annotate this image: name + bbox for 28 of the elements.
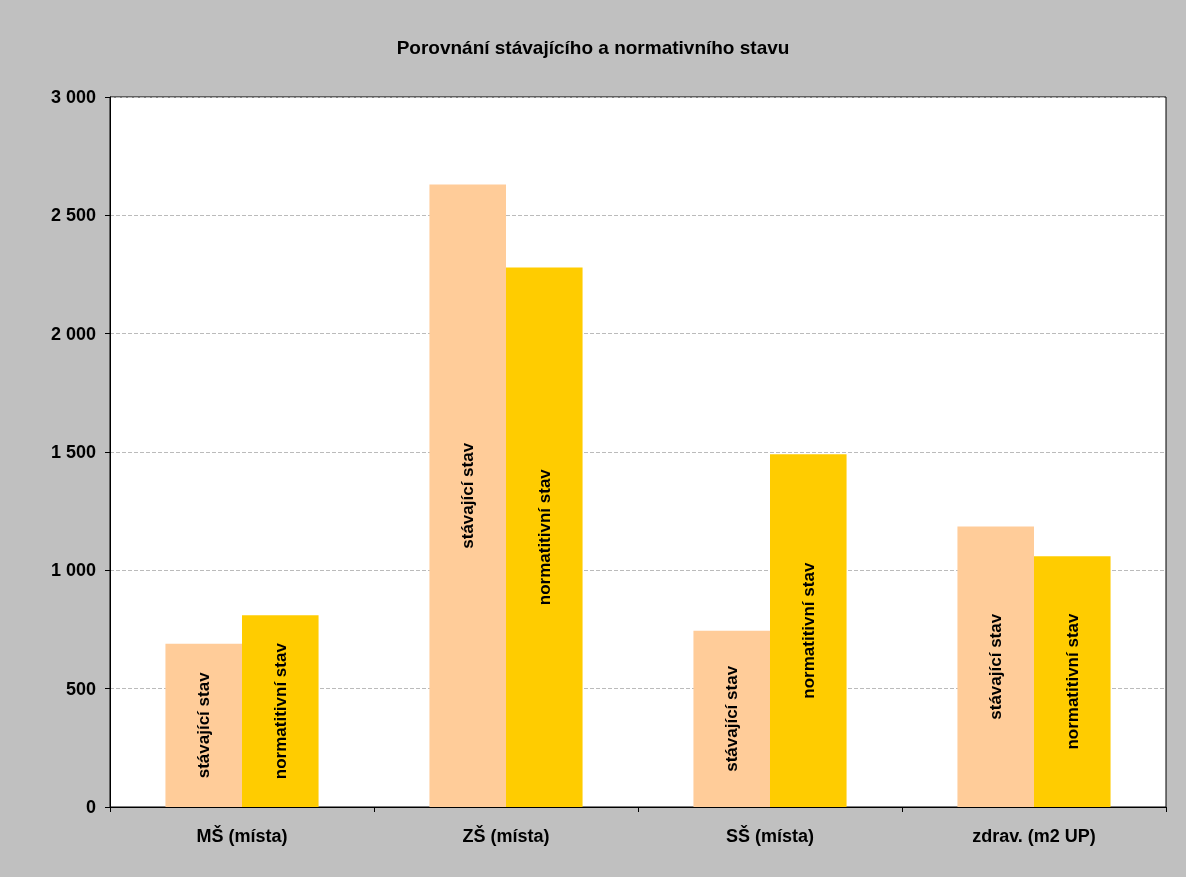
- series-label: stávající stav: [194, 671, 214, 779]
- y-tick-label: 2 000: [50, 323, 96, 344]
- bar: [693, 630, 770, 807]
- chart-title: Porovnání stávajícího a normativního stavu: [396, 37, 790, 58]
- bar: [242, 615, 319, 807]
- bar: [770, 454, 847, 807]
- y-tick-label: 1 000: [50, 560, 96, 581]
- bar: [1034, 556, 1111, 807]
- series-label: normatitivní stav: [270, 642, 290, 780]
- bar: [429, 184, 506, 807]
- text: normatitivní stav: [1062, 613, 1082, 750]
- y-tick-label: 3 000: [50, 87, 96, 107]
- bar: [165, 643, 242, 807]
- text: normatitivní stav: [798, 562, 818, 699]
- text: stávající stav: [722, 665, 742, 772]
- y-tick-label: 2 500: [50, 205, 96, 226]
- y-tick-label: 0: [85, 797, 96, 817]
- bar: [506, 267, 583, 807]
- x-tick-label: SŠ (místa): [725, 825, 815, 846]
- text: normatitivní stav: [534, 469, 554, 606]
- y-tick-label: 500: [65, 678, 96, 699]
- x-tick-label: ZŠ (místa): [462, 825, 550, 846]
- x-tick-label: zdrav. (m2 UP): [972, 826, 1096, 846]
- y-tick-label: 1 500: [50, 442, 96, 462]
- text: stávající stav: [986, 613, 1006, 720]
- bar: [957, 526, 1034, 807]
- text: stávající stav: [458, 442, 478, 549]
- x-tick-label: MŠ (místa): [196, 825, 288, 846]
